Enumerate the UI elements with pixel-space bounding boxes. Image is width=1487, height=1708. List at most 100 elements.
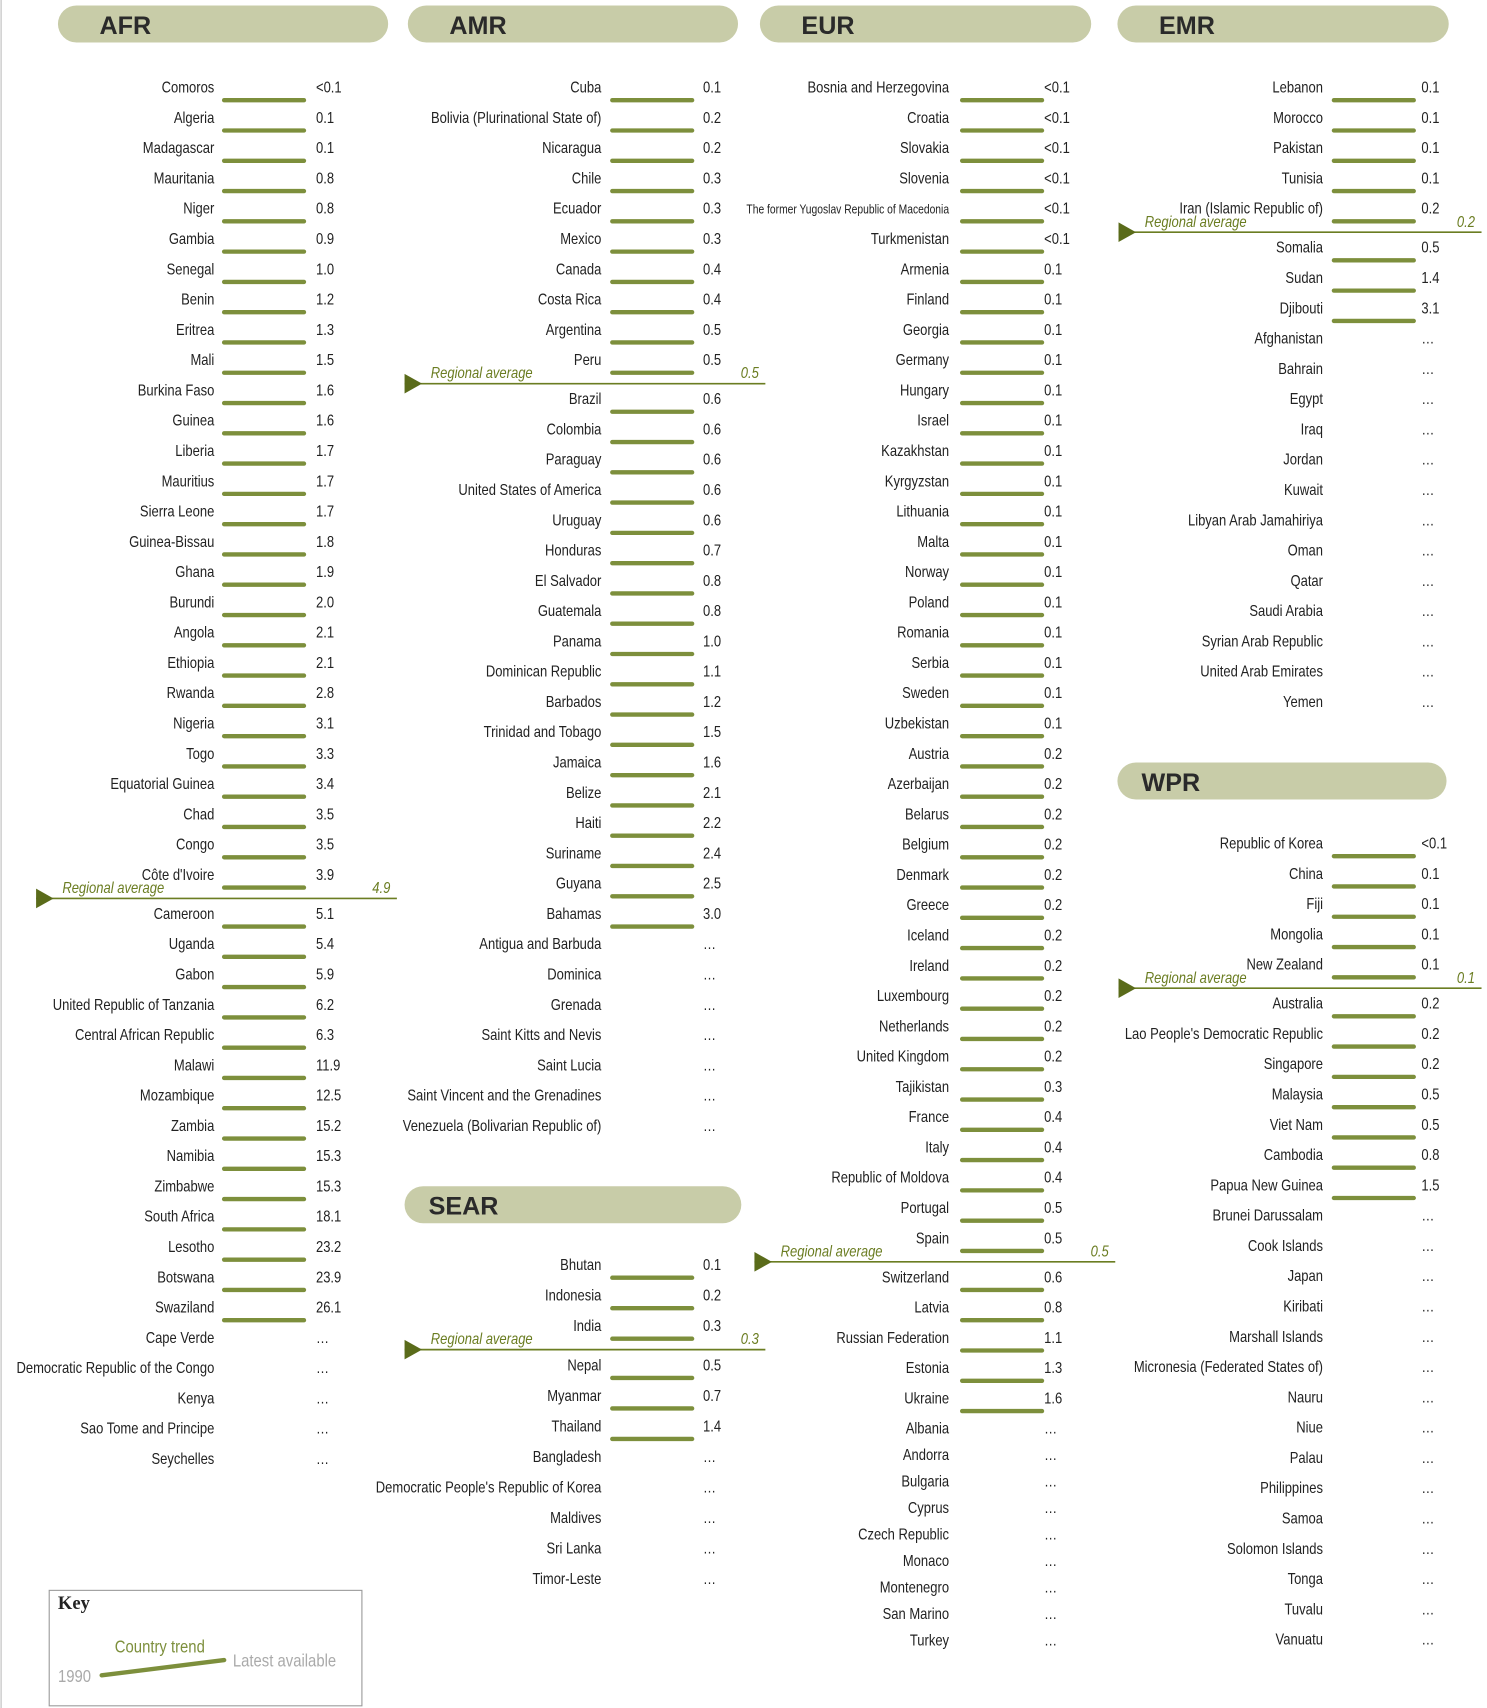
country-name: Saint Lucia: [537, 1057, 602, 1074]
country-value: 3.1: [316, 715, 334, 732]
country-name: Monaco: [903, 1553, 949, 1570]
country-value: …: [1421, 361, 1434, 378]
country-name: Libyan Arab Jamahiriya: [1188, 512, 1324, 529]
country-value: 0.1: [1044, 655, 1062, 672]
country-name: South Africa: [144, 1209, 215, 1226]
country-name: Nicaragua: [542, 140, 602, 157]
country-value: 0.6: [703, 421, 721, 438]
country-name: Mongolia: [1270, 926, 1324, 943]
country-name: Luxembourg: [877, 988, 949, 1005]
average-value: 0.5: [1091, 1243, 1109, 1260]
region-header: [1117, 762, 1447, 800]
country-value: 2.1: [316, 625, 334, 642]
country-value: 0.4: [1044, 1170, 1062, 1187]
country-name: Argentina: [546, 322, 602, 339]
country-name: Cyprus: [908, 1500, 949, 1517]
country-name: India: [573, 1318, 602, 1335]
country-value: …: [1421, 1329, 1434, 1346]
country-name: Palau: [1290, 1450, 1323, 1467]
country-value: 0.8: [703, 603, 721, 620]
country-name: Mozambique: [140, 1088, 214, 1105]
country-value: 0.2: [1044, 958, 1062, 975]
country-name: Kyrgyzstan: [885, 473, 949, 490]
country-value: …: [1044, 1421, 1057, 1438]
country-name: Maldives: [550, 1510, 601, 1527]
country-name: Swaziland: [155, 1299, 214, 1316]
country-name: Saint Kitts and Nevis: [482, 1027, 602, 1044]
country-value: …: [703, 1540, 716, 1557]
country-name: Ukraine: [904, 1390, 949, 1407]
country-value: …: [1421, 1450, 1434, 1467]
country-value: …: [1421, 452, 1434, 469]
country-name: Sierra Leone: [140, 503, 214, 520]
country-name: Gabon: [175, 966, 214, 983]
country-name: Estonia: [906, 1360, 950, 1377]
country-name: Mauritius: [162, 473, 215, 490]
country-name: Nauru: [1288, 1389, 1323, 1406]
country-value: …: [703, 997, 716, 1014]
average-label: Regional average: [1145, 970, 1247, 987]
country-value: 2.8: [316, 685, 334, 702]
country-name: Malaysia: [1272, 1086, 1324, 1103]
country-name: Burundi: [170, 594, 215, 611]
country-name: Guyana: [556, 876, 602, 893]
country-value: 0.1: [1044, 291, 1062, 308]
country-name: Senegal: [167, 261, 215, 278]
country-name: Colombia: [546, 421, 602, 438]
key-box: [48, 1589, 363, 1707]
country-name: Costa Rica: [538, 291, 602, 308]
country-value: …: [1421, 694, 1434, 711]
country-value: …: [1421, 391, 1434, 408]
country-name: Lao People's Democratic Republic: [1125, 1026, 1323, 1043]
key-title: Key: [58, 1593, 91, 1614]
country-value: 15.3: [316, 1148, 341, 1165]
country-value: 1.1: [703, 664, 721, 681]
country-value: …: [1421, 1571, 1434, 1588]
country-value: 2.4: [703, 845, 721, 862]
country-value: 0.1: [1044, 473, 1062, 490]
country-value: …: [1044, 1553, 1057, 1570]
country-name: Japan: [1288, 1268, 1323, 1285]
country-value: <0.1: [1044, 140, 1070, 157]
country-name: Sri Lanka: [546, 1540, 602, 1557]
average-marker: [1118, 222, 1137, 243]
country-name: Oman: [1288, 542, 1323, 559]
average-value: 0.3: [741, 1331, 759, 1348]
country-value: 0.2: [1044, 776, 1062, 793]
country-name: Slovenia: [899, 170, 950, 187]
country-value: 0.2: [1044, 1018, 1062, 1035]
country-name: Germany: [896, 352, 950, 369]
country-value: 6.2: [316, 997, 334, 1014]
country-value: 0.4: [1044, 1109, 1062, 1126]
country-value: …: [1421, 542, 1434, 559]
region-name: EUR: [801, 12, 854, 40]
average-marker: [1118, 978, 1137, 999]
country-value: 0.1: [703, 1257, 721, 1274]
country-value: …: [316, 1330, 329, 1347]
average-marker: [404, 373, 423, 394]
country-value: 0.5: [1421, 1086, 1439, 1103]
country-name: Montenegro: [880, 1579, 949, 1596]
country-value: 1.2: [316, 291, 334, 308]
country-name: Morocco: [1273, 110, 1323, 127]
country-name: Netherlands: [879, 1018, 949, 1035]
country-value: 15.3: [316, 1178, 341, 1195]
country-name: Canada: [556, 261, 602, 278]
country-name: Hungary: [900, 382, 950, 399]
country-name: Côte d'Ivoire: [142, 867, 215, 884]
country-name: Guinea: [172, 413, 215, 430]
country-value: 1.4: [1421, 270, 1439, 287]
country-name: Denmark: [896, 867, 949, 884]
country-value: …: [703, 1571, 716, 1588]
country-name: Djibouti: [1280, 300, 1323, 317]
country-name: Bosnia and Herzegovina: [808, 79, 950, 96]
country-name: Sudan: [1285, 270, 1323, 287]
country-name: Botswana: [157, 1269, 215, 1286]
country-name: Kiribati: [1283, 1298, 1323, 1315]
country-value: …: [316, 1390, 329, 1407]
country-value: 0.4: [703, 261, 721, 278]
country-value: 6.3: [316, 1027, 334, 1044]
country-value: 0.1: [1044, 534, 1062, 551]
country-value: 1.2: [703, 694, 721, 711]
country-name: Namibia: [167, 1148, 216, 1165]
